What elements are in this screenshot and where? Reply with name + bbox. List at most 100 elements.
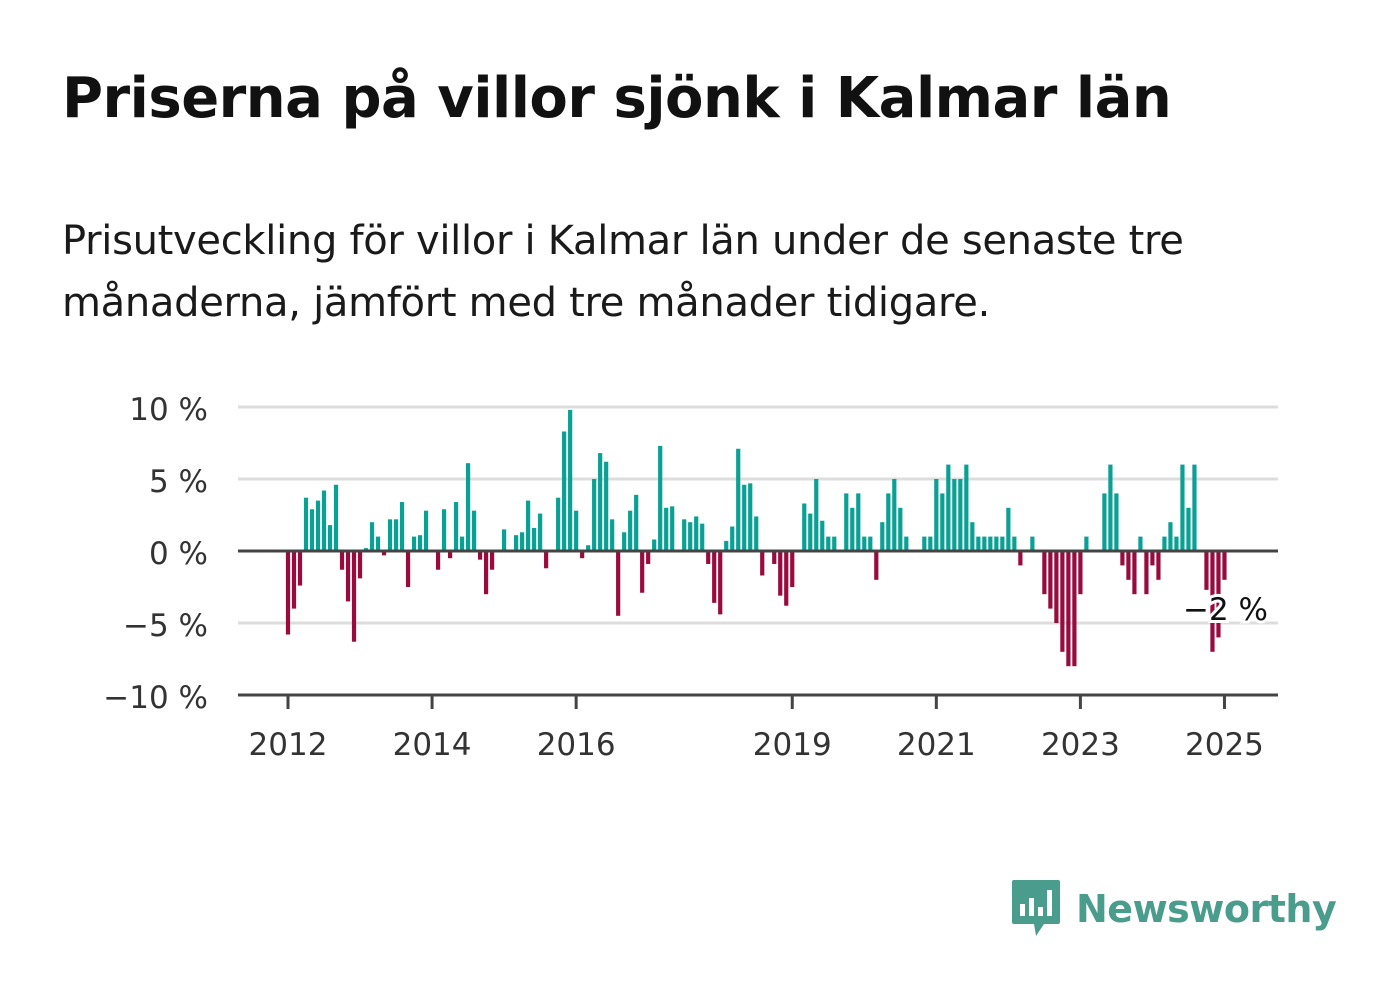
bar (682, 519, 687, 551)
brand-name: Newsworthy (1076, 887, 1337, 931)
bar (868, 536, 873, 551)
bar (1168, 522, 1173, 551)
bar (381, 551, 387, 556)
bar (634, 494, 639, 551)
bar (898, 507, 903, 551)
bar (435, 551, 441, 570)
bar (1174, 536, 1179, 551)
bar (321, 490, 327, 551)
bar (1084, 536, 1089, 551)
bar (604, 461, 609, 551)
bar (471, 510, 477, 551)
bar (988, 536, 993, 551)
bar (904, 536, 909, 551)
bar (465, 463, 471, 551)
bar (652, 539, 657, 551)
bar (790, 551, 795, 587)
bar (369, 522, 375, 551)
bar (826, 536, 831, 551)
bar (964, 464, 969, 551)
bar (1186, 507, 1191, 551)
bar (958, 479, 963, 551)
bar (934, 479, 939, 551)
bar (574, 510, 579, 551)
bar (664, 507, 669, 551)
bar (922, 536, 927, 551)
bar (1030, 536, 1035, 551)
bar (802, 503, 807, 551)
bar (375, 536, 381, 551)
bar (742, 484, 747, 551)
bar (399, 502, 405, 551)
bar (760, 551, 765, 576)
bar (483, 551, 489, 595)
bar (874, 551, 879, 580)
bar (447, 551, 453, 559)
bar (291, 551, 297, 609)
bar (844, 493, 849, 551)
bar (820, 520, 825, 551)
bar (748, 483, 753, 551)
bar (1108, 464, 1113, 551)
bar (688, 522, 693, 551)
newsworthy-logo-icon (1012, 880, 1060, 936)
newsworthy-logo: Newsworthy (1010, 878, 1337, 940)
bar (718, 551, 723, 615)
bar (327, 525, 333, 551)
bar (706, 551, 711, 564)
bar (940, 493, 945, 551)
bar (1150, 551, 1155, 566)
x-tick-label: 2016 (537, 727, 616, 763)
bar (784, 551, 789, 606)
bar (670, 506, 675, 551)
bar (1078, 551, 1083, 595)
bar (592, 479, 597, 551)
gridlines (238, 405, 1278, 625)
bar (1048, 551, 1053, 609)
bar (297, 551, 303, 586)
bar (544, 551, 549, 569)
bar (598, 453, 603, 551)
axis-labels: 10 % 5 % 0 % −5 % −10 % 2012 2014 2016 2019 2021 2… (103, 392, 1271, 763)
bar (1072, 551, 1077, 667)
bar (477, 551, 483, 560)
bar (526, 500, 531, 551)
bar (351, 551, 357, 642)
bar (658, 445, 663, 551)
bar (502, 529, 507, 551)
bar (459, 536, 465, 551)
chart-title: Priserna på villor sjönk i Kalmar län (62, 66, 1172, 131)
x-tick-label: 2025 (1185, 727, 1264, 763)
bar (405, 551, 411, 587)
bar (700, 523, 705, 551)
bar (514, 535, 519, 551)
bar (1216, 551, 1221, 638)
bar (556, 497, 561, 551)
bar (423, 510, 429, 551)
bar (387, 519, 393, 551)
bar (1120, 551, 1125, 566)
bar (1054, 551, 1059, 623)
bar (568, 409, 573, 551)
bar (778, 551, 783, 596)
y-tick-label: 0 % (149, 536, 208, 572)
bar (862, 536, 867, 551)
bar (646, 551, 651, 564)
bar (490, 551, 495, 570)
x-tick-label: 2012 (249, 727, 328, 763)
bar (1114, 493, 1119, 551)
bar (393, 519, 399, 551)
bar (532, 527, 537, 551)
bar (345, 551, 351, 602)
bar (1132, 551, 1137, 595)
bar (610, 519, 615, 551)
bar (616, 551, 621, 616)
bar (808, 513, 813, 551)
bar (1180, 464, 1185, 551)
bar (333, 484, 339, 551)
x-tick-label: 2014 (393, 727, 472, 763)
bar (562, 431, 567, 551)
bar (520, 532, 525, 551)
y-tick-label: −5 % (123, 608, 208, 644)
